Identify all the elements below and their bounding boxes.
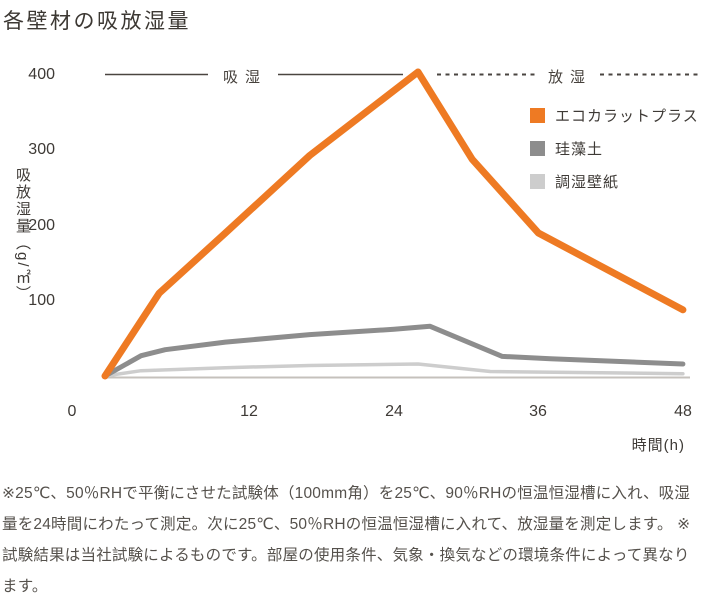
y-tick-200: 200 xyxy=(28,216,55,234)
absorption-phase-label: 吸湿 xyxy=(222,69,268,86)
x-tick-48: 48 xyxy=(674,403,692,420)
legend-item-2: 調湿壁紙 xyxy=(530,174,699,191)
legend-label: 調湿壁紙 xyxy=(555,174,620,191)
legend-swatch-icon xyxy=(530,174,545,189)
legend-item-0: エコカラットプラス xyxy=(530,108,699,125)
y-axis-label: 吸放湿量（g/㎡） xyxy=(14,167,31,303)
legend: エコカラットプラス 珪藻土調湿壁紙 xyxy=(530,108,699,191)
legend-label: 珪藻土 xyxy=(555,141,604,158)
x-tick-0: 0 xyxy=(67,403,77,420)
y-tick-300: 300 xyxy=(28,141,55,159)
legend-swatch-icon xyxy=(530,141,545,156)
series-line-1 xyxy=(102,323,686,379)
y-tick-100: 100 xyxy=(28,291,55,309)
x-axis-label: 時間(h) xyxy=(631,437,685,454)
x-tick-36: 36 xyxy=(529,403,547,420)
series-line-0 xyxy=(101,68,687,380)
page-title: 各壁材の吸放湿量 xyxy=(3,10,191,33)
footnote-text: ※25℃、50％RHで平衡にさせた試験体（100mm角）を25℃、90％RHの恒… xyxy=(2,485,691,595)
desorption-phase-label: 放湿 xyxy=(547,69,593,86)
x-tick-12: 12 xyxy=(240,403,258,420)
legend-label: エコカラットプラス xyxy=(555,108,699,125)
x-tick-24: 24 xyxy=(385,403,403,420)
legend-swatch-icon xyxy=(530,108,545,123)
legend-item-1: 珪藻土 xyxy=(530,141,699,158)
y-tick-400: 400 xyxy=(28,66,55,83)
series-line-2 xyxy=(103,362,685,378)
